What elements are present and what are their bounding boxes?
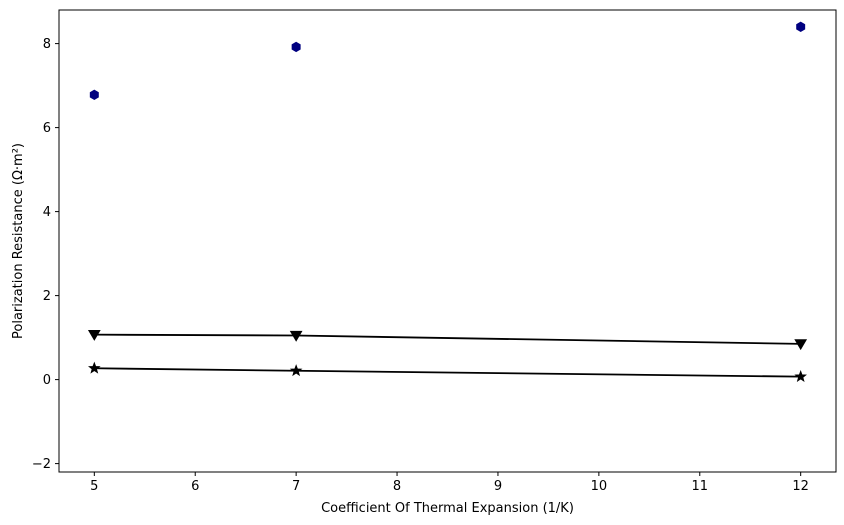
x-tick-label: 9 xyxy=(494,479,502,494)
data-point xyxy=(289,364,303,377)
plot-area xyxy=(59,10,836,472)
data-point xyxy=(291,41,301,53)
series-1 xyxy=(87,330,808,351)
x-tick-label: 5 xyxy=(90,479,98,494)
x-tick-label: 11 xyxy=(691,479,708,494)
series-2 xyxy=(88,361,807,383)
x-tick-label: 7 xyxy=(292,479,300,494)
data-point xyxy=(89,89,99,101)
data-point xyxy=(87,330,101,341)
x-axis-ticks: 5 6 7 8 9 10 11 12 xyxy=(90,472,809,494)
x-axis-label: Coefficient Of Thermal Expansion (1/K) xyxy=(321,501,574,516)
data-point xyxy=(794,339,808,351)
series-layer xyxy=(87,21,808,383)
y-tick-label: 4 xyxy=(43,205,51,220)
data-point xyxy=(794,370,807,383)
x-tick-label: 10 xyxy=(591,479,608,494)
x-tick-label: 6 xyxy=(191,479,199,494)
data-point xyxy=(88,361,101,374)
data-point xyxy=(796,21,806,32)
y-tick-label: 0 xyxy=(43,373,51,388)
y-tick-label: −2 xyxy=(32,457,51,472)
y-tick-label: 8 xyxy=(43,37,51,52)
series-0 xyxy=(89,21,806,101)
y-tick-label: 6 xyxy=(43,121,51,136)
y-tick-label: 2 xyxy=(43,289,51,304)
plot-frame xyxy=(58,9,837,473)
y-axis-label: Polarization Resistance (Ω·m²) xyxy=(11,143,26,339)
x-tick-label: 12 xyxy=(792,479,809,494)
y-axis-ticks: −2 0 2 4 6 8 xyxy=(32,37,59,472)
data-point xyxy=(289,330,303,342)
x-tick-label: 8 xyxy=(393,479,401,494)
